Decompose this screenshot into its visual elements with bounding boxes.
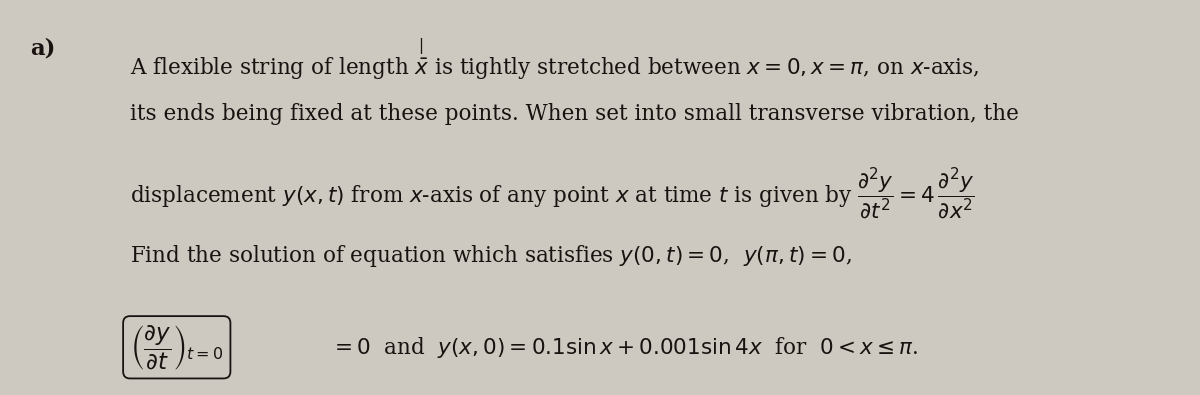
Text: $= 0$  and  $y(x, 0) = 0.1\sin x + 0.001\sin 4x$  for  $0 < x \leq \pi$.: $= 0$ and $y(x, 0) = 0.1\sin x + 0.001\s… — [330, 335, 918, 360]
Text: its ends being fixed at these points. When set into small transverse vibration, : its ends being fixed at these points. Wh… — [130, 103, 1019, 125]
Text: Find the solution of equation which satisfies $y(0, t) = 0$,  $y(\pi, t) = 0$,: Find the solution of equation which sati… — [130, 243, 852, 269]
Text: a): a) — [30, 37, 55, 59]
Text: $\left(\dfrac{\partial y}{\partial t}\right)_{t=0}$: $\left(\dfrac{\partial y}{\partial t}\ri… — [130, 323, 223, 372]
Text: displacement $y(x, t)$ from $x$-axis of any point $x$ at time $t$ is given by $\: displacement $y(x, t)$ from $x$-axis of … — [130, 167, 974, 222]
Text: A flexible string of length $\overset{|}{\bar{x}}$ is tightly stretched between : A flexible string of length $\overset{|}… — [130, 37, 979, 83]
